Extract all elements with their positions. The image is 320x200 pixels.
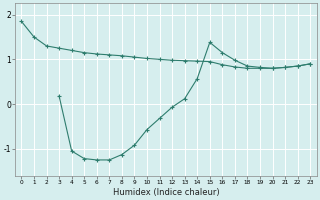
X-axis label: Humidex (Indice chaleur): Humidex (Indice chaleur) xyxy=(113,188,219,197)
